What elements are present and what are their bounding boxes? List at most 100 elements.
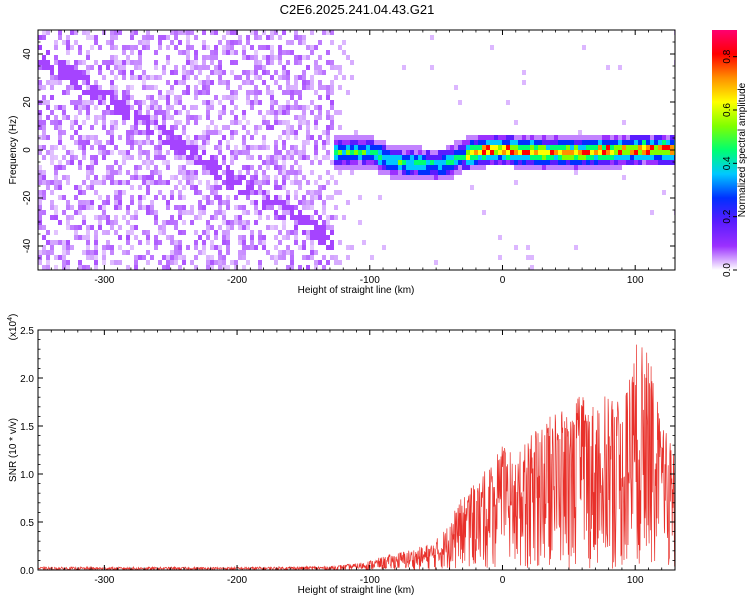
- spectrogram-cell: [146, 120, 150, 125]
- spectrogram-cell: [146, 75, 150, 80]
- spectrogram-cell: [174, 60, 178, 65]
- spectrogram-cell: [246, 45, 250, 50]
- spectrogram-cell: [194, 165, 198, 170]
- spectrogram-cell: [54, 115, 58, 120]
- spectrogram-cell: [174, 110, 178, 115]
- spectrogram-cell: [174, 250, 178, 255]
- spectrogram-cell: [186, 70, 190, 75]
- spectrogram-cell: [242, 70, 246, 75]
- spectrogram-cell: [194, 140, 198, 145]
- spectrogram-cell: [98, 220, 102, 225]
- spectrogram-cell: [222, 220, 226, 225]
- spectrogram-cell: [78, 210, 82, 215]
- spectrogram-cell: [246, 145, 250, 150]
- x-tick-label: -300: [94, 575, 114, 586]
- spectrogram-cell: [314, 230, 318, 235]
- spectrogram-cell: [306, 125, 310, 130]
- spectrogram-cell: [330, 120, 334, 125]
- spectrogram-cell: [266, 175, 270, 180]
- spectrogram-cell: [114, 210, 118, 215]
- spectrogram-cell: [70, 65, 74, 70]
- spectrogram-cell: [158, 150, 162, 155]
- spectrogram-cell: [510, 150, 514, 155]
- spectrogram-cell: [270, 155, 274, 160]
- spectrogram-cell: [46, 65, 50, 70]
- spectrogram-cell: [46, 170, 50, 175]
- spectrogram-cell: [138, 175, 142, 180]
- spectrogram-cell: [146, 30, 150, 35]
- spectrogram-cell: [170, 30, 174, 35]
- spectrogram-cell: [342, 160, 346, 165]
- spectrogram-cell: [546, 150, 550, 155]
- spectrogram-cell: [182, 155, 186, 160]
- spectrogram-cell: [334, 190, 338, 195]
- spectrogram-cell: [246, 245, 250, 250]
- spectrogram-cell: [218, 130, 222, 135]
- spectrogram-cell: [186, 75, 190, 80]
- spectrogram-cell: [282, 235, 286, 240]
- spectrogram-cell: [50, 180, 54, 185]
- spectrogram-cell: [334, 260, 338, 265]
- spectrogram-cell: [210, 30, 214, 35]
- spectrogram-cell: [354, 155, 358, 160]
- spectrogram-cell: [150, 205, 154, 210]
- spectrogram-cell: [38, 85, 42, 90]
- spectrogram-cell: [250, 165, 254, 170]
- spectrogram-cell: [602, 140, 606, 145]
- spectrogram-cell: [78, 95, 82, 100]
- spectrogram-cell: [114, 55, 118, 60]
- spectrogram-cell: [522, 165, 526, 170]
- spectrogram-cell: [42, 105, 46, 110]
- spectrogram-cell: [234, 35, 238, 40]
- spectrogram-cell: [290, 250, 294, 255]
- spectrogram-cell: [74, 240, 78, 245]
- spectrogram-cell: [50, 250, 54, 255]
- spectrogram-cell: [182, 75, 186, 80]
- spectrogram-cell: [270, 200, 274, 205]
- spectrogram-cell: [234, 30, 238, 35]
- spectrogram-cell: [46, 105, 50, 110]
- spectrogram-cell: [170, 145, 174, 150]
- spectrogram-cell: [62, 65, 66, 70]
- spectrogram-cell: [166, 225, 170, 230]
- spectrogram-cell: [538, 165, 542, 170]
- spectrogram-cell: [498, 160, 502, 165]
- spectrogram-cell: [38, 255, 42, 260]
- spectrogram-cell: [74, 125, 78, 130]
- spectrogram-cell: [582, 145, 586, 150]
- spectrogram-cell: [278, 155, 282, 160]
- spectrogram-cell: [54, 180, 58, 185]
- spectrogram-x-ticks: -300 -200 -100 0 100: [37, 30, 676, 286]
- spectrogram-cell: [202, 65, 206, 70]
- spectrogram-cell: [334, 155, 338, 160]
- spectrogram-cell: [162, 45, 166, 50]
- spectrogram-cell: [478, 135, 482, 140]
- spectrogram-cell: [114, 230, 118, 235]
- spectrogram-cell: [126, 130, 130, 135]
- spectrogram-cell: [162, 180, 166, 185]
- spectrogram-cell: [662, 150, 666, 155]
- spectrogram-cell: [262, 240, 266, 245]
- spectrogram-cell: [214, 50, 218, 55]
- spectrogram-cell: [42, 125, 46, 130]
- spectrogram-cell: [314, 250, 318, 255]
- spectrogram-cell: [438, 155, 442, 160]
- spectrogram-cell: [202, 240, 206, 245]
- spectrogram-cell: [94, 85, 98, 90]
- spectrogram-cell: [258, 240, 262, 245]
- spectrogram-cell: [158, 115, 162, 120]
- spectrogram-cell: [258, 45, 262, 50]
- spectrogram-cell: [78, 140, 82, 145]
- spectrogram-cell: [302, 55, 306, 60]
- spectrogram-cell: [38, 145, 42, 150]
- spectrogram-cell: [126, 230, 130, 235]
- spectrogram-cell: [190, 210, 194, 215]
- spectrogram-cell: [42, 65, 46, 70]
- spectrogram-cell: [146, 210, 150, 215]
- spectrogram-cell: [114, 35, 118, 40]
- spectrogram-cell: [106, 170, 110, 175]
- spectrogram-cell: [214, 250, 218, 255]
- spectrogram-cell: [554, 160, 558, 165]
- spectrogram-cell: [534, 145, 538, 150]
- spectrogram-cell: [294, 85, 298, 90]
